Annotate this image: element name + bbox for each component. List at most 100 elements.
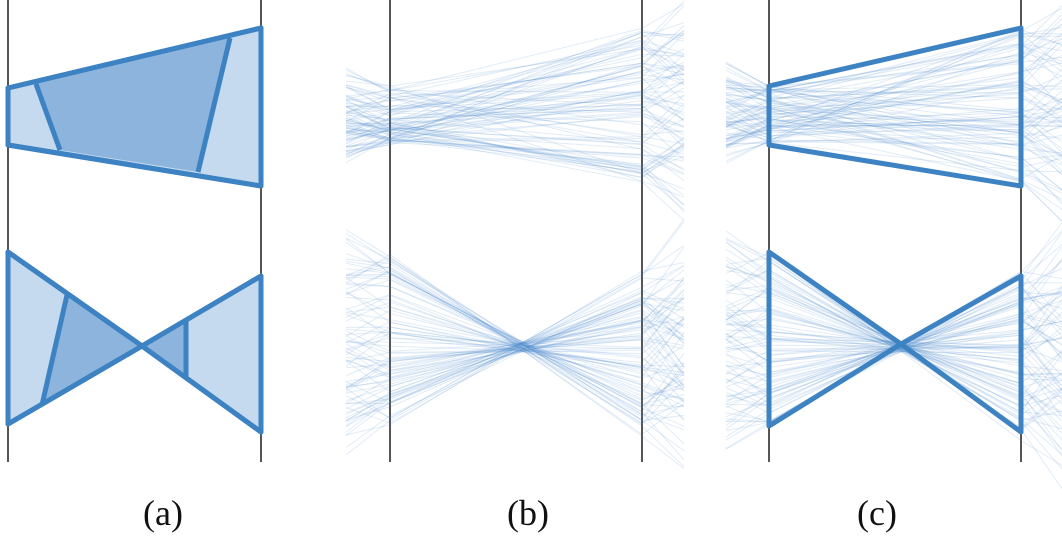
polyline bbox=[345, 136, 685, 149]
polyline bbox=[345, 122, 685, 167]
polyline bbox=[345, 219, 685, 419]
polyline bbox=[345, 297, 685, 433]
polyline bbox=[725, 307, 1062, 381]
polyline bbox=[345, 298, 685, 388]
polyline bbox=[345, 130, 685, 175]
polyline bbox=[345, 94, 685, 154]
polyline bbox=[725, 80, 1062, 146]
polyline bbox=[725, 333, 1062, 387]
panel-label-a: (a) bbox=[143, 493, 183, 533]
polyline bbox=[725, 56, 1062, 88]
polyline bbox=[345, 301, 685, 422]
polyline bbox=[725, 102, 1062, 154]
polyline bbox=[725, 101, 1062, 140]
polyline bbox=[345, 309, 685, 401]
polyline bbox=[725, 61, 1062, 119]
polyline bbox=[345, 87, 685, 113]
polyline bbox=[725, 33, 1062, 110]
polyline bbox=[725, 79, 1062, 120]
polyline bbox=[725, 97, 1062, 143]
polyline bbox=[345, 128, 685, 213]
polyline bbox=[345, 301, 685, 407]
polyline bbox=[345, 124, 685, 175]
polyline bbox=[725, 84, 1062, 91]
polyline bbox=[345, 246, 685, 419]
polyline bbox=[345, 253, 685, 424]
polyline bbox=[345, 296, 685, 394]
polyline bbox=[725, 97, 1062, 129]
polyline bbox=[345, 293, 685, 354]
panel-a-top-divider-right bbox=[195, 37, 233, 173]
polyline bbox=[345, 127, 685, 171]
polyline bbox=[345, 318, 685, 378]
polyline bbox=[345, 73, 685, 122]
polyline bbox=[345, 113, 685, 141]
panel-a-top-outline bbox=[5, 25, 264, 189]
polyline bbox=[345, 110, 685, 171]
polyline bbox=[345, 105, 685, 178]
polyline bbox=[345, 294, 685, 401]
polyline bbox=[345, 338, 685, 389]
polyline bbox=[345, 304, 685, 410]
polyline bbox=[345, 290, 685, 372]
polyline bbox=[725, 24, 1062, 123]
polyline bbox=[345, 221, 685, 456]
polyline bbox=[345, 261, 685, 436]
polyline bbox=[345, 269, 685, 405]
polyline bbox=[725, 98, 1062, 137]
polyline bbox=[725, 300, 1062, 403]
polyline bbox=[345, 93, 685, 138]
polyline bbox=[725, 124, 1062, 190]
polyline bbox=[725, 284, 1062, 402]
polyline bbox=[725, 68, 1062, 113]
polyline bbox=[345, 99, 685, 211]
polyline bbox=[345, 326, 685, 393]
polyline bbox=[725, 344, 1062, 391]
polyline bbox=[725, 69, 1062, 94]
polyline bbox=[345, 331, 685, 385]
polyline bbox=[345, 91, 685, 142]
polyline bbox=[345, 30, 685, 152]
panel-b-polylines bbox=[345, 0, 685, 469]
polyline bbox=[345, 326, 685, 374]
polyline bbox=[725, 89, 1062, 125]
polyline bbox=[345, 88, 685, 170]
polyline bbox=[345, 65, 685, 111]
polyline bbox=[725, 117, 1062, 168]
polyline bbox=[725, 41, 1062, 147]
polyline bbox=[345, 282, 685, 368]
polyline bbox=[345, 95, 685, 126]
polyline bbox=[345, 0, 685, 92]
polyline bbox=[345, 32, 685, 116]
polyline bbox=[345, 299, 685, 393]
polyline bbox=[725, 33, 1062, 109]
polyline bbox=[345, 305, 685, 371]
polyline bbox=[725, 117, 1062, 202]
polyline bbox=[725, 44, 1062, 140]
panel-a-bowtie-left-inner bbox=[42, 295, 142, 405]
polyline bbox=[345, 115, 685, 221]
polyline bbox=[345, 298, 685, 422]
polyline bbox=[345, 260, 685, 421]
polyline bbox=[345, 33, 685, 137]
polyline bbox=[725, 77, 1062, 180]
polyline bbox=[345, 257, 685, 452]
polyline bbox=[345, 319, 685, 379]
polyline bbox=[345, 62, 685, 103]
polyline bbox=[725, 23, 1062, 114]
polyline bbox=[345, 299, 685, 404]
polyline bbox=[725, 80, 1062, 145]
polyline bbox=[725, 43, 1062, 139]
panel-label-c: (c) bbox=[857, 493, 897, 533]
polyline bbox=[725, 106, 1062, 222]
panel-a-bowtie-right-inner bbox=[142, 321, 186, 376]
polyline bbox=[725, 232, 1062, 441]
polyline bbox=[345, 338, 685, 376]
polyline bbox=[345, 276, 685, 400]
polyline bbox=[345, 114, 685, 148]
polyline bbox=[345, 308, 685, 394]
polyline bbox=[345, 115, 685, 139]
polyline bbox=[725, 62, 1062, 113]
polyline bbox=[345, 105, 685, 171]
polyline bbox=[725, 115, 1062, 124]
